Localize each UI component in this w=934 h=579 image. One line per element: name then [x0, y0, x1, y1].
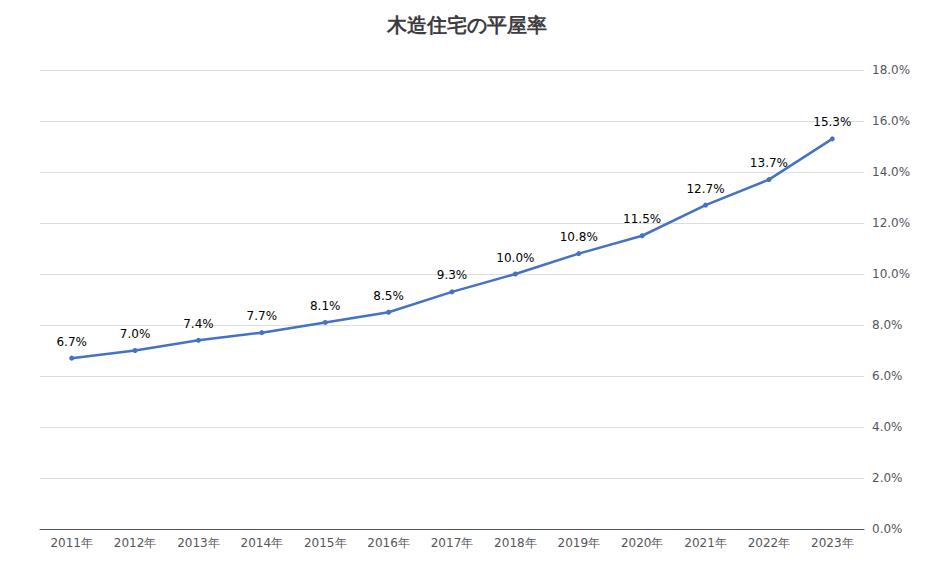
- svg-text:8.5%: 8.5%: [373, 289, 404, 303]
- svg-text:12.0%: 12.0%: [872, 216, 910, 230]
- svg-text:13.7%: 13.7%: [750, 156, 788, 170]
- svg-text:0.0%: 0.0%: [872, 522, 903, 536]
- svg-text:木造住宅の平屋率: 木造住宅の平屋率: [386, 13, 547, 37]
- svg-text:2023年: 2023年: [811, 536, 854, 550]
- svg-text:2019年: 2019年: [557, 536, 600, 550]
- svg-text:2018年: 2018年: [494, 536, 537, 550]
- svg-text:2016年: 2016年: [367, 536, 410, 550]
- svg-text:2011年: 2011年: [50, 536, 93, 550]
- svg-text:6.0%: 6.0%: [872, 369, 903, 383]
- svg-text:2022年: 2022年: [748, 536, 791, 550]
- svg-text:2014年: 2014年: [241, 536, 284, 550]
- svg-text:12.7%: 12.7%: [686, 182, 724, 196]
- svg-text:8.0%: 8.0%: [872, 318, 903, 332]
- svg-text:11.5%: 11.5%: [623, 212, 661, 226]
- svg-text:2020年: 2020年: [621, 536, 664, 550]
- svg-text:2013年: 2013年: [177, 536, 220, 550]
- svg-text:2.0%: 2.0%: [872, 471, 903, 485]
- svg-text:14.0%: 14.0%: [872, 165, 910, 179]
- svg-text:4.0%: 4.0%: [872, 420, 903, 434]
- svg-text:9.3%: 9.3%: [437, 268, 468, 282]
- svg-text:8.1%: 8.1%: [310, 299, 341, 313]
- svg-text:2015年: 2015年: [304, 536, 347, 550]
- svg-text:6.7%: 6.7%: [56, 335, 87, 349]
- svg-text:10.8%: 10.8%: [560, 230, 598, 244]
- svg-text:2021年: 2021年: [684, 536, 727, 550]
- svg-text:2017年: 2017年: [431, 536, 474, 550]
- svg-text:7.4%: 7.4%: [183, 317, 214, 331]
- svg-text:15.3%: 15.3%: [813, 115, 851, 129]
- svg-text:18.0%: 18.0%: [872, 63, 910, 77]
- svg-text:7.0%: 7.0%: [120, 327, 151, 341]
- svg-text:7.7%: 7.7%: [247, 309, 278, 323]
- svg-text:2012年: 2012年: [114, 536, 157, 550]
- svg-text:16.0%: 16.0%: [872, 114, 910, 128]
- svg-text:10.0%: 10.0%: [872, 267, 910, 281]
- svg-text:10.0%: 10.0%: [496, 251, 534, 265]
